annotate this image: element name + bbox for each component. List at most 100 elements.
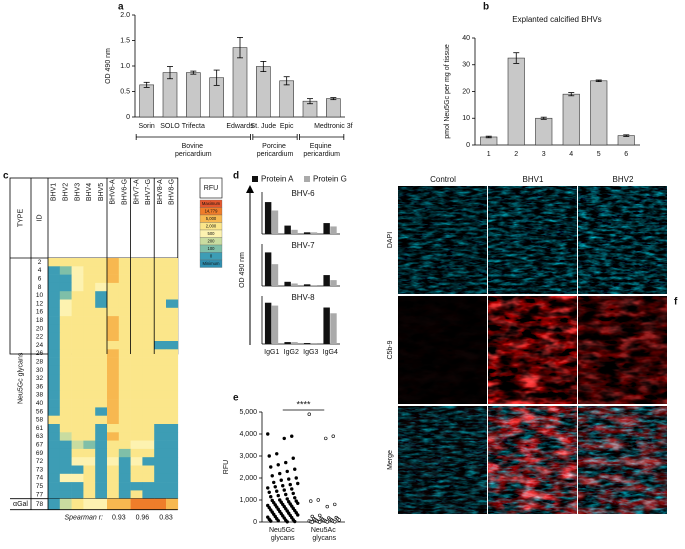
heat-cell	[107, 316, 120, 325]
heat-cell	[130, 482, 143, 491]
column-label: BHV1	[523, 175, 544, 184]
heat-cell	[83, 316, 96, 325]
heat-cell	[130, 266, 143, 275]
legend-label: 2,000	[206, 224, 217, 229]
x-tick-label: 2	[514, 151, 518, 158]
heat-cell	[142, 316, 155, 325]
heat-cell	[59, 399, 72, 408]
micrograph-dapi	[488, 186, 577, 294]
data-point	[310, 520, 314, 524]
y-tick-label: 40	[462, 35, 470, 42]
y-tick-label: 3,000	[239, 453, 257, 460]
heat-cell	[166, 274, 179, 284]
heat-cell	[71, 457, 84, 466]
data-point	[291, 491, 295, 496]
bar	[330, 280, 337, 286]
heat-cell	[142, 349, 155, 358]
row-id: 63	[36, 433, 44, 440]
heat-cell	[95, 415, 108, 425]
heat-cell	[71, 382, 84, 392]
data-point	[310, 514, 314, 519]
row-id: 4	[38, 267, 42, 274]
row-id: 58	[36, 417, 44, 424]
heat-cell	[48, 307, 61, 317]
spearman-value: 0.83	[159, 515, 173, 522]
row-id: 30	[36, 367, 44, 374]
bar	[291, 229, 298, 234]
subplot-title: BHV-7	[291, 241, 315, 250]
heat-cell	[95, 282, 108, 292]
legend-label: 5,000	[206, 216, 217, 221]
y-tick-label: 30	[462, 62, 470, 69]
heat-cell	[71, 390, 84, 400]
heat-cell	[95, 341, 108, 350]
heat-cell	[48, 258, 61, 267]
heat-cell	[142, 299, 155, 309]
heat-cell	[154, 498, 167, 510]
heat-cell	[130, 448, 143, 458]
heat-cell	[59, 498, 72, 510]
heat-cell	[130, 349, 143, 358]
heat-cell	[166, 291, 179, 300]
data-point	[279, 478, 283, 482]
heat-cell	[83, 299, 96, 309]
legend-label: Minimum	[203, 261, 220, 266]
heat-cell	[118, 490, 131, 499]
heat-cell	[95, 482, 108, 491]
heat-cell	[107, 432, 120, 441]
heat-cell	[107, 490, 120, 499]
heat-cell	[95, 407, 108, 416]
heat-cell	[83, 282, 96, 292]
heat-cell	[130, 424, 143, 433]
heat-cell	[118, 349, 131, 358]
heat-cell	[71, 407, 84, 416]
heat-cell	[130, 316, 143, 325]
bar	[264, 252, 272, 286]
row-id: 36	[36, 383, 44, 390]
bar	[323, 307, 330, 344]
y-axis-label: pmol Neu5Gc per mg of tissue	[444, 44, 451, 139]
heat-cell	[154, 465, 167, 475]
bar	[291, 283, 298, 286]
x-tick-label: SOLO	[160, 123, 180, 130]
heat-cell	[130, 299, 143, 309]
heat-cell	[154, 432, 167, 441]
heat-cell	[166, 299, 179, 309]
bar	[617, 135, 635, 146]
x-tick-label: 4	[569, 151, 573, 158]
data-point	[318, 513, 322, 518]
heat-cell	[48, 432, 61, 441]
heat-cell	[166, 307, 179, 317]
heat-cell	[95, 457, 108, 466]
heat-cell	[95, 349, 108, 358]
heat-cell	[59, 457, 72, 466]
heat-cell	[71, 357, 84, 367]
heat-cell	[107, 274, 120, 284]
heat-cell	[59, 415, 72, 425]
heat-cell	[95, 324, 108, 333]
heat-cell	[118, 465, 131, 475]
heat-cell	[166, 498, 179, 510]
chart-title: Explanted calcified BHVs	[512, 15, 601, 24]
y-tick-label: 0	[126, 114, 130, 121]
x-tick-label: Edwards	[226, 123, 254, 130]
heat-cell	[166, 482, 179, 491]
row-id: 2	[38, 259, 42, 266]
heat-cell	[154, 299, 167, 309]
data-point	[282, 436, 286, 441]
heat-cell	[107, 424, 120, 433]
bar	[590, 80, 608, 146]
heat-cell	[118, 473, 131, 483]
heat-cell	[166, 432, 179, 441]
heat-cell	[83, 473, 96, 483]
heat-cell	[48, 415, 61, 425]
heat-cell	[107, 457, 120, 466]
micrograph-c5b9	[398, 406, 487, 514]
spearman-label: Spearman r:	[64, 515, 103, 522]
heat-cell	[83, 382, 96, 392]
heat-cell	[107, 282, 120, 292]
heat-cell	[83, 399, 96, 408]
heat-cell	[142, 390, 155, 400]
heat-cell	[118, 448, 131, 458]
heat-cell	[142, 457, 155, 466]
